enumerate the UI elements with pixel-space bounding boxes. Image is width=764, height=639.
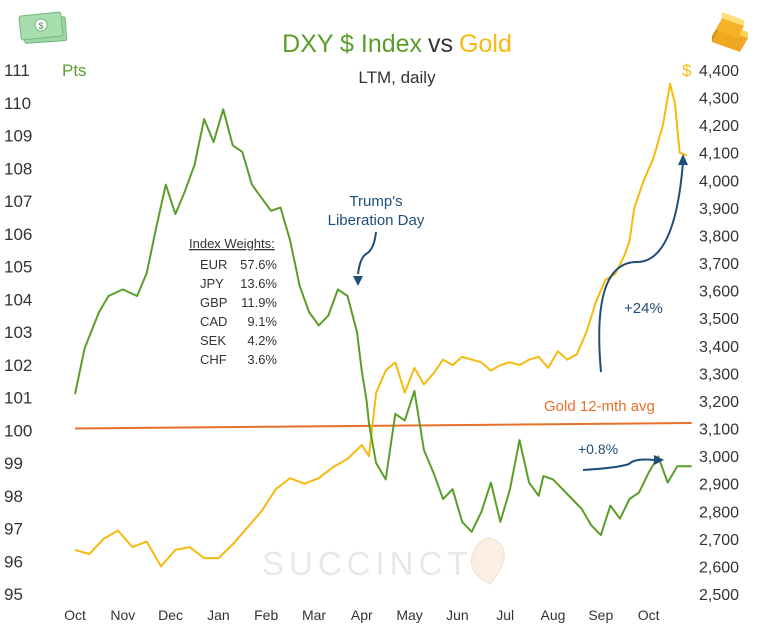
right-tick-label: 4,000 bbox=[699, 173, 739, 190]
right-tick-label: 3,800 bbox=[699, 228, 739, 245]
left-tick-label: 96 bbox=[4, 552, 23, 571]
x-tick-label: Aug bbox=[541, 607, 566, 623]
left-axis-ticks: 111 110 109 108 107 106 105 104 103 102 101 100 99 98… bbox=[4, 61, 32, 604]
right-tick-label: 3,000 bbox=[699, 449, 739, 466]
x-tick-label: Dec bbox=[158, 607, 183, 623]
event-arrowhead bbox=[353, 276, 363, 286]
x-tick-label: Jul bbox=[496, 607, 514, 623]
right-tick-label: 3,100 bbox=[699, 422, 739, 439]
x-tick-label: Feb bbox=[254, 607, 278, 623]
weight-pct: 11.9% bbox=[241, 295, 277, 310]
x-tick-label: Oct bbox=[64, 607, 86, 623]
chart-subtitle: LTM, daily bbox=[358, 68, 436, 87]
left-tick-label: 104 bbox=[4, 290, 32, 309]
right-tick-label: 3,400 bbox=[699, 339, 739, 356]
title-dxy: DXY $ Index bbox=[282, 30, 422, 58]
x-tick-label: Oct bbox=[638, 607, 660, 623]
left-tick-label: 100 bbox=[4, 421, 32, 440]
x-tick-label: Apr bbox=[351, 607, 373, 623]
right-tick-label: 3,600 bbox=[699, 284, 739, 301]
left-tick-label: 98 bbox=[4, 487, 23, 506]
gold-avg-label: Gold 12-mth avg bbox=[544, 398, 655, 415]
left-tick-label: 99 bbox=[4, 454, 23, 473]
right-tick-label: 3,500 bbox=[699, 311, 739, 328]
left-tick-label: 101 bbox=[4, 389, 32, 408]
right-tick-label: 4,400 bbox=[699, 63, 739, 80]
weight-pct: 9.1% bbox=[247, 314, 277, 329]
right-tick-label: 4,200 bbox=[699, 118, 739, 135]
event-arrow bbox=[357, 231, 377, 275]
left-tick-label: 108 bbox=[4, 159, 32, 178]
x-tick-label: Jun bbox=[446, 607, 469, 623]
right-tick-label: 3,900 bbox=[699, 201, 739, 218]
weight-ccy: GBP bbox=[200, 295, 227, 310]
weight-ccy: JPY bbox=[200, 276, 224, 291]
dxy-line bbox=[74, 108, 692, 537]
event-label-line2: Liberation Day bbox=[328, 212, 425, 229]
x-tick-label: Sep bbox=[588, 607, 613, 623]
gold-line bbox=[74, 82, 688, 568]
event-label-line1: Trump's bbox=[349, 193, 402, 210]
x-tick-label: Nov bbox=[110, 607, 135, 623]
left-tick-label: 109 bbox=[4, 127, 32, 146]
right-tick-label: 4,300 bbox=[699, 91, 739, 108]
weight-ccy: CHF bbox=[200, 352, 227, 367]
left-tick-label: 105 bbox=[4, 258, 32, 277]
right-tick-label: 3,200 bbox=[699, 394, 739, 411]
x-tick-label: May bbox=[396, 607, 422, 623]
right-tick-label: 2,500 bbox=[699, 587, 739, 604]
chart-title: DXY $ Index vs Gold bbox=[282, 30, 512, 58]
left-tick-label: 103 bbox=[4, 323, 32, 342]
x-tick-label: Jan bbox=[207, 607, 230, 623]
left-tick-label: 110 bbox=[4, 94, 31, 113]
gold-bars-icon bbox=[712, 12, 748, 52]
right-tick-label: 3,300 bbox=[699, 366, 739, 383]
series-layer bbox=[74, 82, 692, 568]
left-tick-label: 97 bbox=[4, 520, 23, 539]
left-tick-label: 107 bbox=[4, 192, 32, 211]
watermark: SUCCINCT bbox=[262, 537, 505, 585]
left-axis-unit: Pts bbox=[62, 61, 87, 80]
left-tick-label: 95 bbox=[4, 585, 23, 604]
right-tick-label: 4,100 bbox=[699, 146, 739, 163]
gold-change-label: +24% bbox=[624, 300, 663, 317]
right-tick-label: 2,800 bbox=[699, 504, 739, 521]
gold-change-arrow bbox=[598, 161, 684, 373]
weight-pct: 3.6% bbox=[247, 352, 277, 367]
watermark-logo-icon bbox=[470, 537, 505, 585]
gold-change-arrowhead bbox=[678, 154, 688, 165]
weight-pct: 13.6% bbox=[240, 276, 277, 291]
dxy-change-arrowhead bbox=[654, 455, 664, 465]
svg-text:$: $ bbox=[38, 21, 43, 31]
x-axis-ticks: Oct Nov Dec Jan Feb Mar Apr May Jun Jul Aug Sep Oct bbox=[64, 607, 659, 623]
title-vs: vs bbox=[428, 30, 453, 58]
right-tick-label: 3,700 bbox=[699, 256, 739, 273]
dxy-change-label: +0.8% bbox=[578, 441, 618, 457]
weight-pct: 57.6% bbox=[240, 257, 277, 272]
weight-pct: 4.2% bbox=[247, 333, 277, 348]
weights-title: Index Weights: bbox=[189, 236, 275, 251]
right-tick-label: 2,600 bbox=[699, 559, 739, 576]
dollar-bills-icon: $ bbox=[18, 11, 68, 44]
left-tick-label: 102 bbox=[4, 356, 32, 375]
dxy-change-arrow bbox=[582, 458, 655, 471]
weight-ccy: EUR bbox=[200, 257, 227, 272]
right-tick-label: 2,900 bbox=[699, 477, 739, 494]
right-tick-label: 2,700 bbox=[699, 532, 739, 549]
right-axis-unit: $ bbox=[682, 61, 692, 80]
x-tick-label: Mar bbox=[302, 607, 326, 623]
left-tick-label: 106 bbox=[4, 225, 32, 244]
index-weights: Index Weights: EUR 57.6% JPY 13.6% GBP 11.9% C… bbox=[189, 236, 277, 367]
weight-ccy: CAD bbox=[200, 314, 227, 329]
left-tick-label: 111 bbox=[4, 61, 30, 80]
right-axis-ticks: 4,400 4,300 4,200 4,100 4,000 3,900 3,800 3,700… bbox=[699, 63, 739, 604]
gold-avg-line bbox=[74, 422, 692, 430]
weight-ccy: SEK bbox=[200, 333, 226, 348]
watermark-text: SUCCINCT bbox=[262, 545, 473, 582]
title-gold: Gold bbox=[459, 30, 512, 58]
